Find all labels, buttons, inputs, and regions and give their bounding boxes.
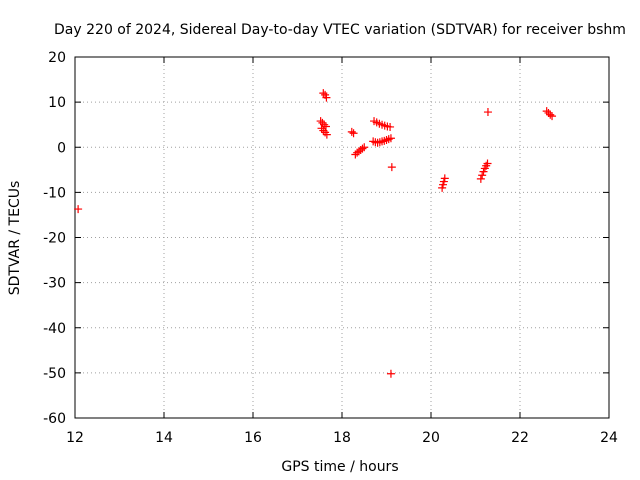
y-axis-tick-labels: -60 -50 -40 -30 -20 -10 0 10 20 <box>43 50 66 427</box>
x-tick-label: 16 <box>244 430 262 446</box>
data-points <box>74 89 557 378</box>
x-tick-label: 24 <box>600 430 618 446</box>
grid-lines <box>75 57 609 418</box>
x-tick-label: 18 <box>333 430 351 446</box>
y-axis-label: SDTVAR / TECUs <box>7 181 23 296</box>
data-point-marker <box>358 144 367 153</box>
y-tick-label: 0 <box>57 140 66 156</box>
x-axis-label: GPS time / hours <box>281 459 398 475</box>
y-tick-label: -10 <box>43 185 66 201</box>
y-tick-label: -50 <box>43 366 66 382</box>
axis-ticks <box>74 56 610 419</box>
data-point-marker <box>542 107 551 116</box>
data-point-marker <box>322 130 331 139</box>
data-point-marker <box>548 112 557 121</box>
y-tick-label: -60 <box>43 411 66 427</box>
y-tick-label: 10 <box>48 95 66 111</box>
data-point-marker <box>483 108 492 117</box>
data-point-marker <box>322 93 331 102</box>
x-axis-tick-labels: 12 14 16 18 20 22 24 <box>66 430 618 446</box>
y-tick-label: -20 <box>43 231 66 247</box>
data-point-marker <box>386 134 395 143</box>
y-tick-label: -30 <box>43 276 66 292</box>
data-point-marker <box>360 143 369 152</box>
data-point-marker <box>546 110 555 119</box>
y-tick-label: -40 <box>43 321 66 337</box>
x-tick-label: 20 <box>422 430 440 446</box>
data-point-marker <box>316 117 325 126</box>
data-point-marker <box>483 159 492 168</box>
data-point-marker <box>386 122 395 131</box>
data-point-marker <box>318 118 327 127</box>
chart-title: Day 220 of 2024, Sidereal Day-to-day VTE… <box>54 22 626 38</box>
x-tick-label: 12 <box>66 430 84 446</box>
y-tick-label: 20 <box>48 50 66 66</box>
data-point-marker <box>387 163 396 172</box>
x-tick-label: 22 <box>511 430 529 446</box>
data-point-marker <box>74 205 83 214</box>
data-point-marker <box>349 129 358 138</box>
data-point-marker <box>476 174 485 183</box>
data-point-marker <box>321 122 330 131</box>
x-tick-label: 14 <box>155 430 173 446</box>
data-point-marker <box>319 89 328 98</box>
data-point-marker <box>347 127 356 136</box>
data-point-marker <box>478 171 487 180</box>
data-point-marker <box>440 174 449 183</box>
data-point-marker <box>386 369 395 378</box>
data-point-marker <box>319 126 328 135</box>
